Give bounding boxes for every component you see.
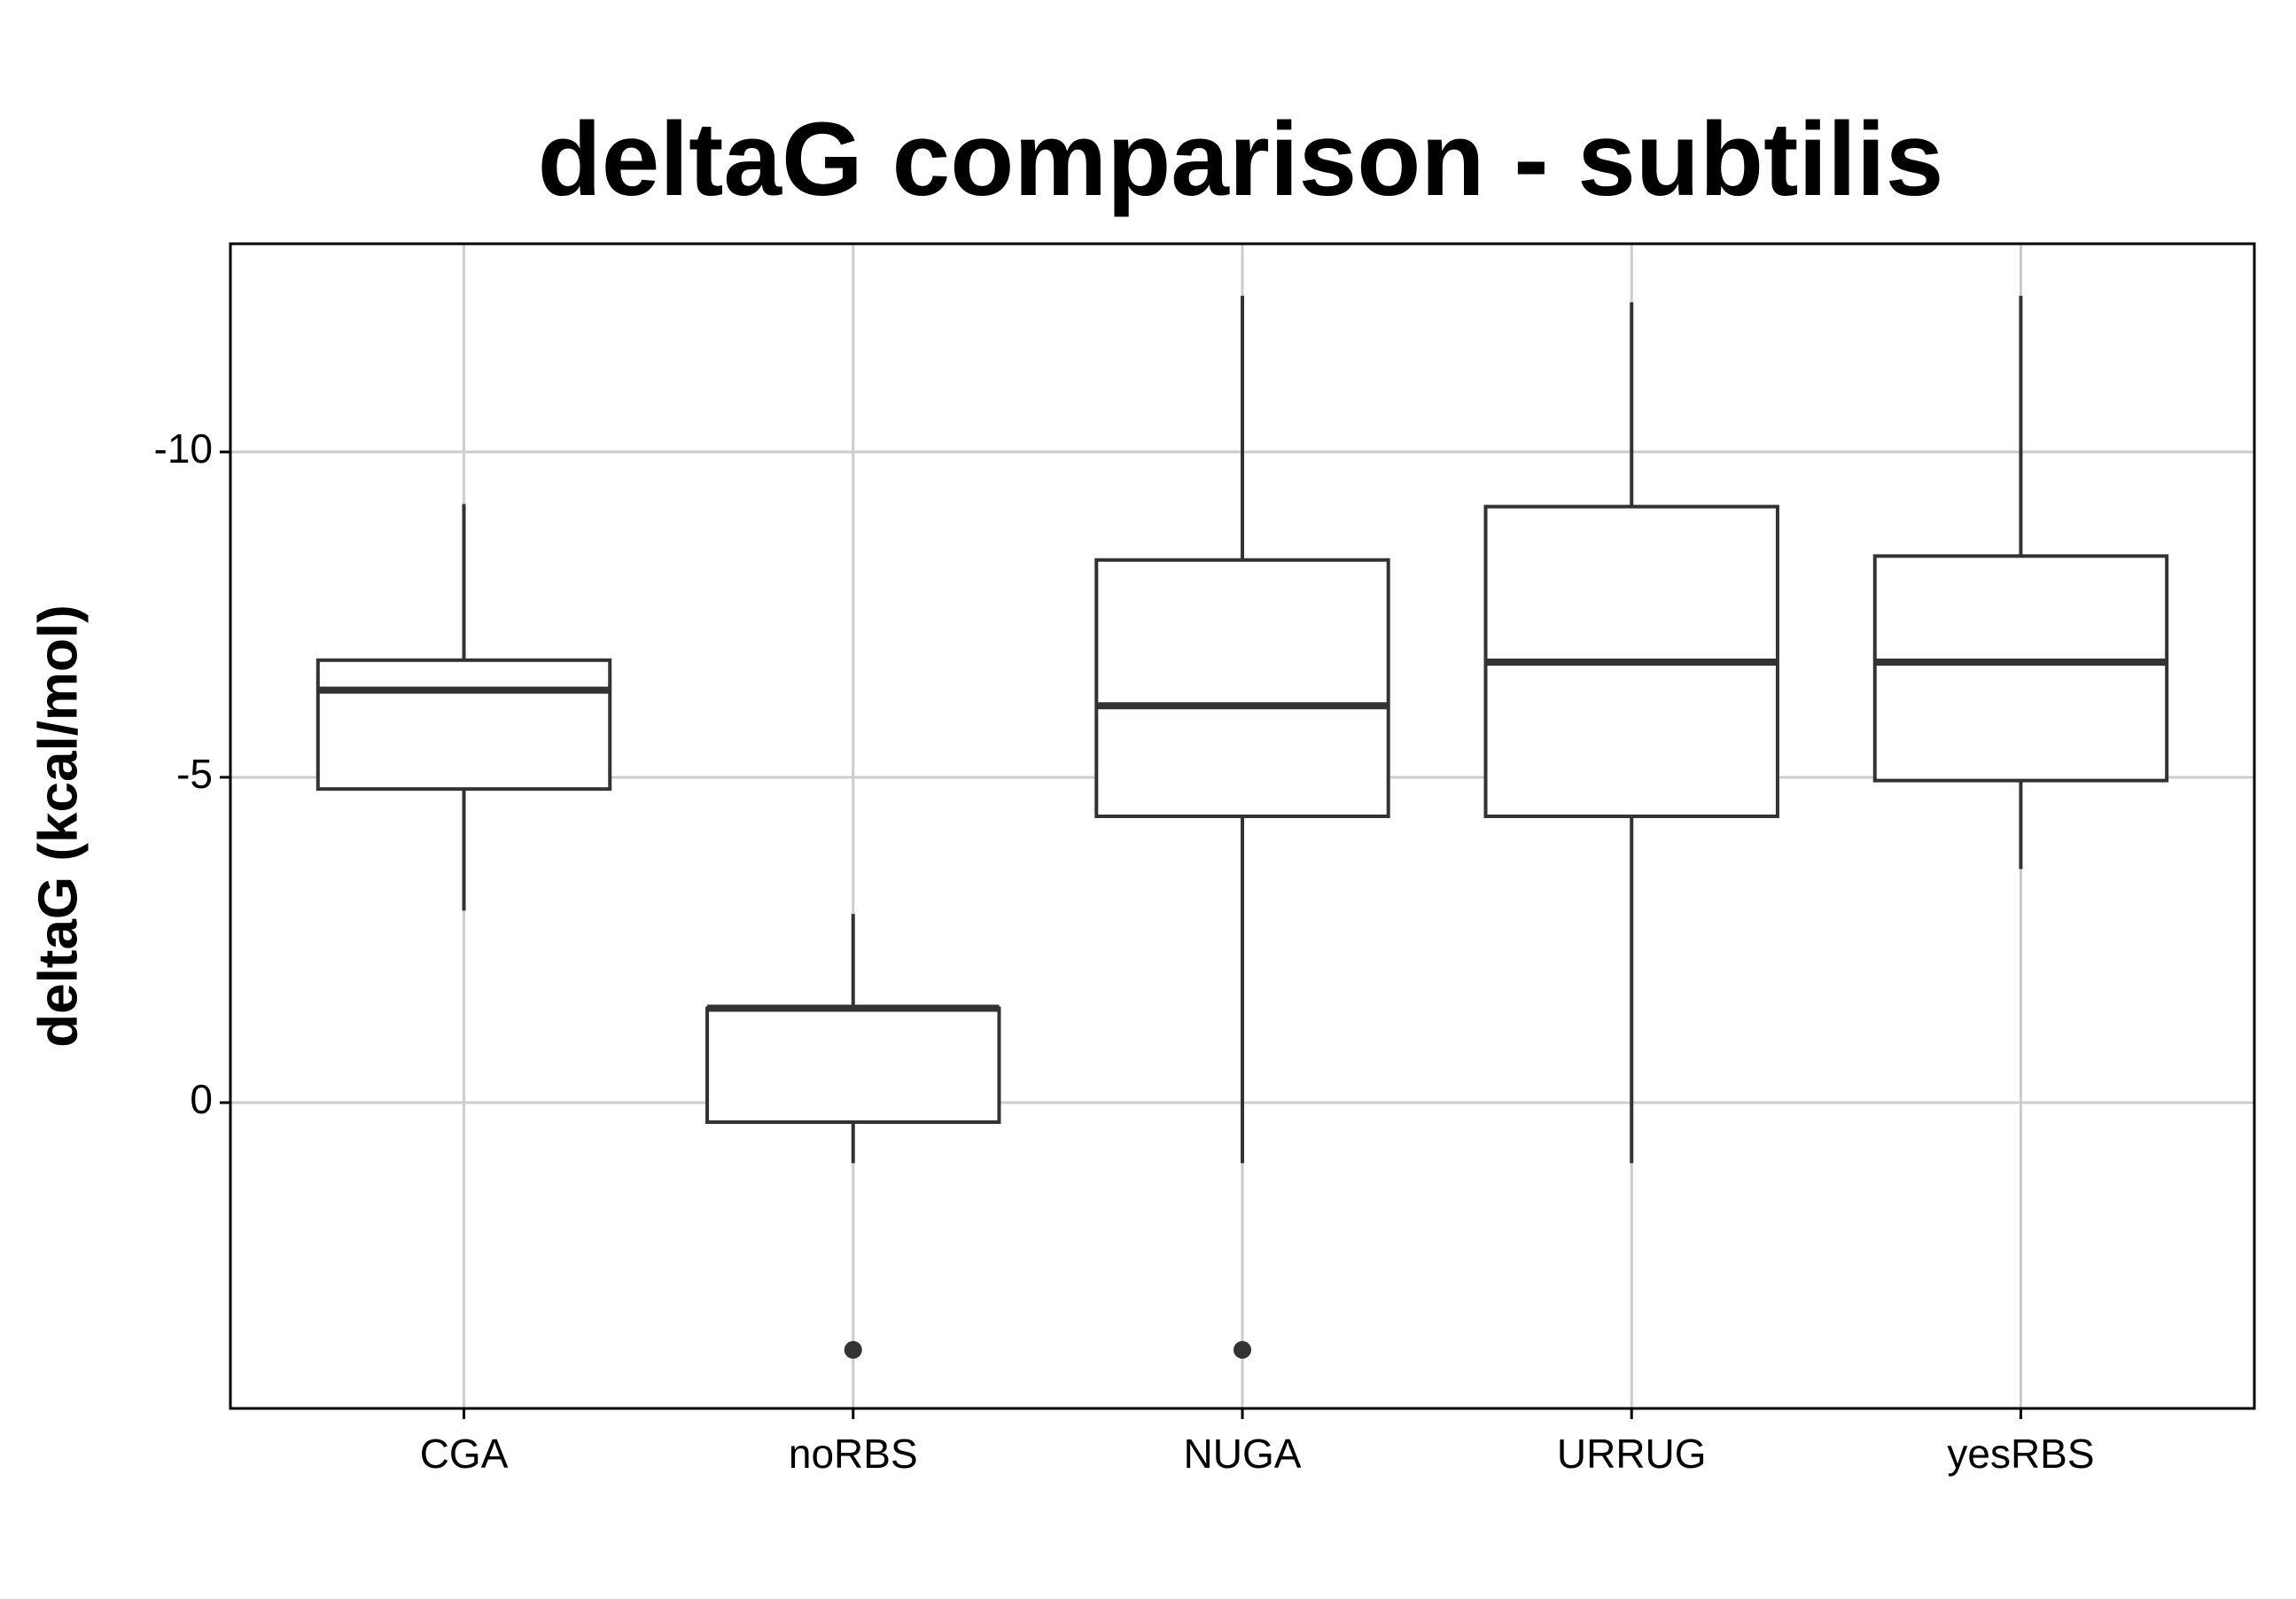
panel-border — [229, 242, 2256, 1410]
box — [705, 1006, 1001, 1125]
x-tick-label: NUGA — [1184, 1431, 1302, 1477]
y-tick-label: -10 — [154, 425, 213, 472]
outlier — [1234, 1340, 1251, 1359]
x-tick-label: URRUG — [1557, 1431, 1707, 1477]
box — [1094, 558, 1390, 818]
chart-title: deltaG comparison - subtilis — [538, 101, 1944, 218]
outlier — [844, 1340, 862, 1359]
x-tick-label: noRBS — [789, 1431, 918, 1477]
box — [1872, 554, 2169, 783]
y-axis-label: deltaG (kcal/mol) — [27, 604, 89, 1048]
y-tick-label: -5 — [176, 751, 213, 797]
x-tick-label: CGA — [420, 1431, 509, 1477]
y-tick-label: 0 — [190, 1076, 213, 1122]
box — [315, 658, 612, 792]
x-tick-label: yesRBS — [1947, 1431, 2094, 1477]
